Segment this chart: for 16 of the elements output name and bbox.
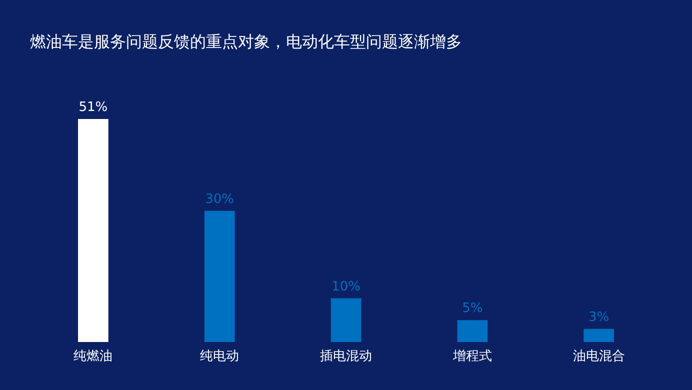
x-tick-label: 油电混合 xyxy=(572,349,625,364)
data-label: 51% xyxy=(78,100,108,115)
data-label: 5% xyxy=(462,301,483,316)
bar xyxy=(584,328,614,342)
x-tick-label: 增程式 xyxy=(452,349,492,364)
chart-title: 燃油车是服务问题反馈的重点对象，电动化车型问题逐渐增多 xyxy=(30,32,462,51)
x-tick-label: 插电混动 xyxy=(320,349,372,364)
x-tick-label: 纯电动 xyxy=(200,349,240,364)
bar xyxy=(78,119,108,342)
bar xyxy=(204,210,235,342)
data-label: 30% xyxy=(205,192,234,207)
bar xyxy=(457,320,488,342)
bar xyxy=(330,298,362,342)
data-label: 10% xyxy=(332,279,360,294)
x-tick-label: 纯燃油 xyxy=(74,349,113,364)
data-label: 3% xyxy=(588,310,610,325)
